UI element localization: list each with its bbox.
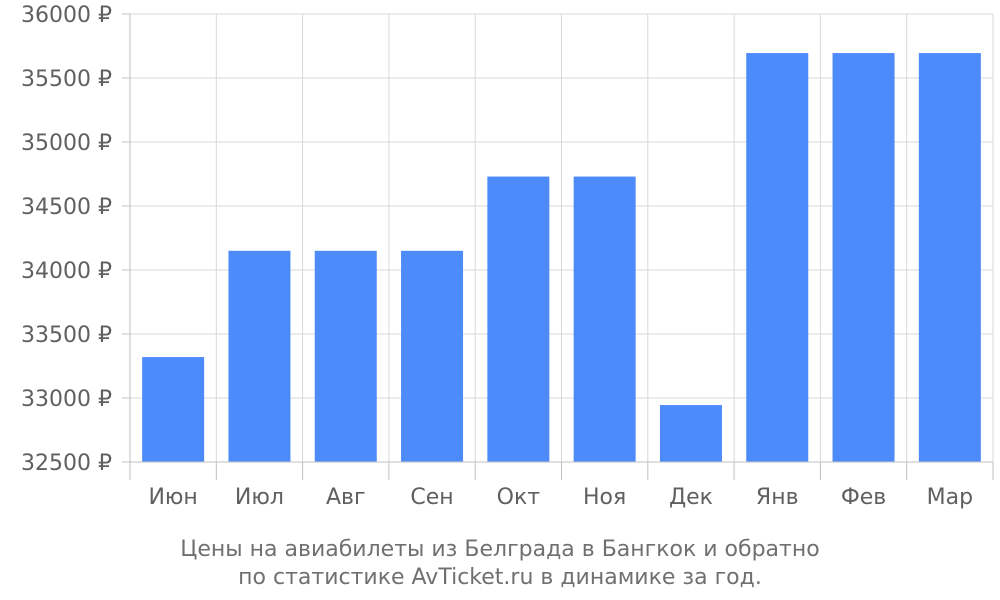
y-tick-label: 36000 ₽	[21, 3, 112, 28]
x-tick-label: Июн	[148, 485, 197, 510]
axes	[122, 13, 994, 480]
x-tick-label: Окт	[497, 485, 541, 510]
y-tick-label: 33000 ₽	[21, 387, 112, 412]
x-tick-label: Янв	[756, 485, 799, 510]
x-tick-label: Июл	[235, 485, 284, 510]
bar-2	[228, 250, 291, 462]
y-tick-label: 34500 ₽	[21, 195, 112, 220]
bar-9	[832, 53, 895, 462]
bar-5	[487, 176, 550, 462]
x-tick-label: Сен	[410, 485, 453, 510]
y-axis-ticks: 32500 ₽ 33000 ₽ 33500 ₽ 34000 ₽ 34500 ₽ 35000…	[21, 3, 112, 476]
bar-7	[659, 405, 722, 462]
bar-8	[746, 53, 809, 462]
y-tick-label: 32500 ₽	[21, 451, 112, 476]
chart-caption-line-2: по статистике AvTicket.ru в динамике за …	[238, 565, 762, 590]
bar-1	[142, 357, 205, 462]
x-tick-label: Авг	[326, 485, 366, 510]
x-tick-label: Ноя	[583, 485, 626, 510]
bar-4	[401, 250, 464, 462]
x-tick-label: Мар	[927, 485, 973, 510]
x-axis-ticks: Июн Июл Авг Сен Окт Ноя Дек Янв Фев Мар	[148, 485, 973, 510]
y-tick-label: 34000 ₽	[21, 259, 112, 284]
y-tick-label: 33500 ₽	[21, 323, 112, 348]
x-tick-label: Фев	[841, 485, 886, 510]
bar-10	[918, 53, 981, 462]
bar-6	[573, 176, 636, 462]
grid	[129, 13, 994, 463]
y-tick-label: 35000 ₽	[21, 131, 112, 156]
x-tick-label: Дек	[669, 485, 713, 510]
y-tick-label: 35500 ₽	[21, 67, 112, 92]
chart-caption-line-1: Цены на авиабилеты из Белграда в Бангкок…	[180, 537, 819, 562]
bars	[142, 53, 981, 462]
bar-3	[314, 250, 377, 462]
